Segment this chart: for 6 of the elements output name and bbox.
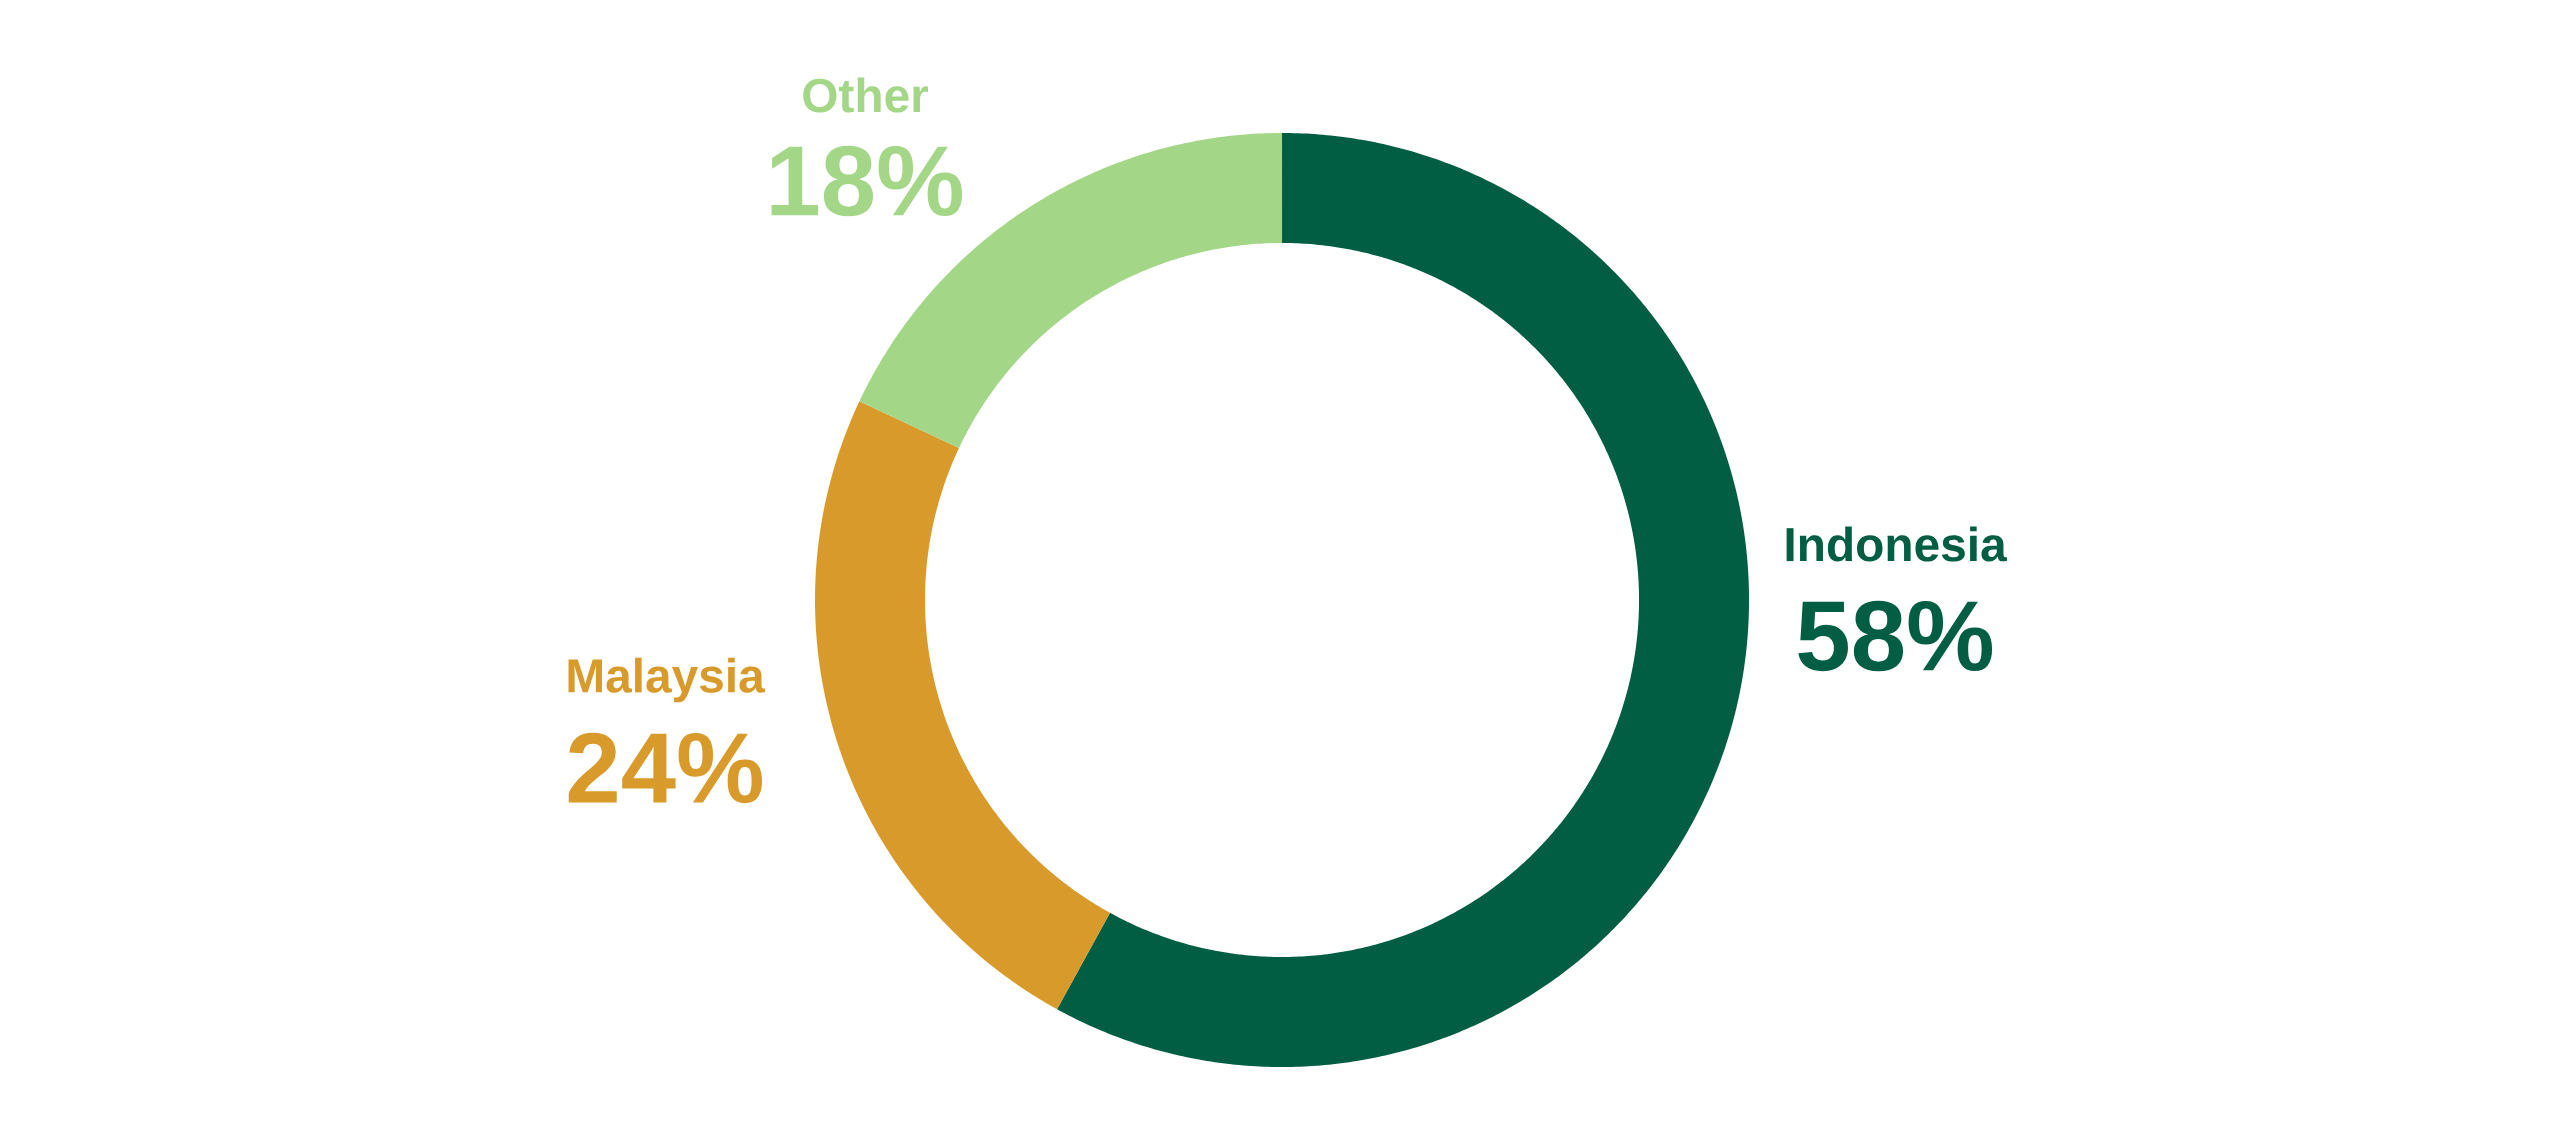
data-label: 24% [568,732,763,804]
slice-label: Malaysia [568,657,765,703]
slice-label: Indonesia [1786,526,2007,562]
data-label: 18% [771,145,963,217]
data-label: 58% [1798,600,1993,672]
slice-label: Other [803,77,929,113]
